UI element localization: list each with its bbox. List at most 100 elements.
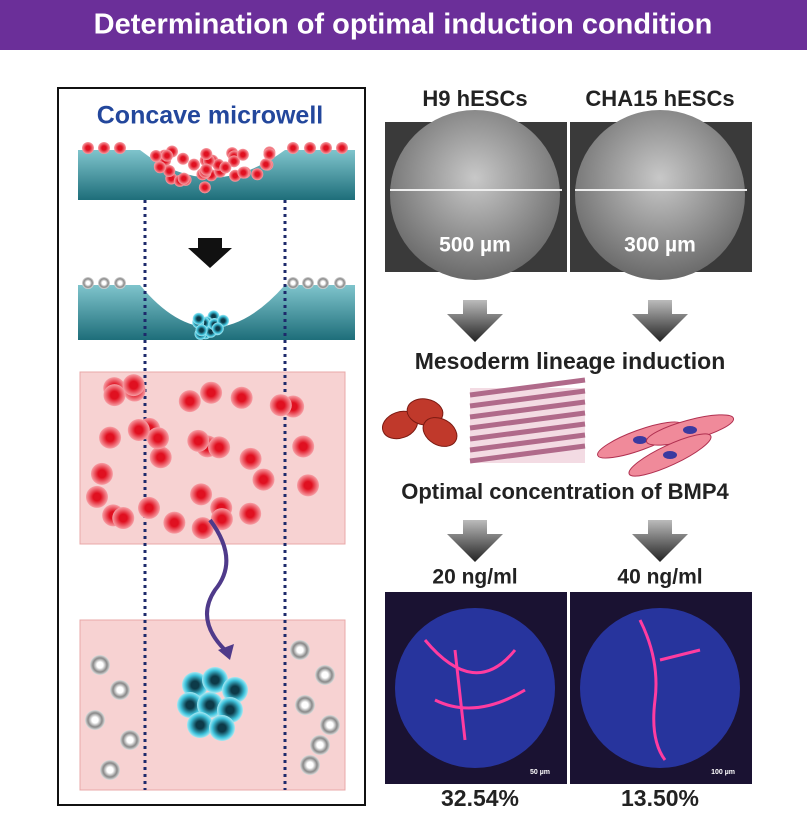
cell bbox=[127, 418, 150, 441]
cell bbox=[114, 277, 126, 289]
cell bbox=[295, 695, 315, 715]
cell bbox=[290, 640, 310, 660]
cell bbox=[302, 277, 314, 289]
cell bbox=[90, 462, 113, 485]
cell bbox=[177, 172, 190, 185]
nucleus bbox=[663, 451, 677, 459]
cell bbox=[198, 181, 211, 194]
fiber bbox=[469, 377, 586, 398]
cell bbox=[178, 390, 201, 413]
cell bbox=[230, 386, 253, 409]
cell bbox=[177, 692, 203, 718]
cell bbox=[120, 730, 140, 750]
cell bbox=[315, 665, 335, 685]
title-bar bbox=[0, 0, 807, 50]
cell bbox=[292, 435, 315, 458]
step-label: Optimal concentration of BMP4 bbox=[401, 479, 729, 504]
cell bbox=[149, 446, 172, 469]
cell bbox=[222, 677, 248, 703]
cell bbox=[211, 322, 224, 335]
vessel bbox=[423, 639, 526, 741]
arrow bbox=[205, 518, 229, 652]
cell bbox=[163, 511, 186, 534]
cell bbox=[90, 655, 110, 675]
cell bbox=[187, 158, 200, 171]
red-blood-cell bbox=[422, 417, 458, 447]
cell bbox=[252, 468, 275, 491]
percentage: 13.50% bbox=[621, 785, 699, 811]
cell bbox=[85, 710, 105, 730]
cell bbox=[210, 508, 233, 531]
cell bbox=[153, 161, 166, 174]
cell bbox=[202, 667, 228, 693]
vessel bbox=[638, 619, 701, 761]
cell bbox=[195, 324, 208, 337]
cell bbox=[219, 161, 232, 174]
cell bbox=[112, 507, 135, 530]
cell bbox=[251, 168, 264, 181]
cell bbox=[149, 149, 162, 162]
cell bbox=[110, 680, 130, 700]
cell bbox=[192, 312, 205, 325]
cell bbox=[99, 426, 122, 449]
cell bbox=[263, 148, 276, 161]
cell bbox=[122, 374, 145, 397]
cell bbox=[161, 149, 174, 162]
cells bbox=[82, 142, 348, 780]
panel-title: Concave microwell bbox=[97, 102, 323, 130]
step-label: Mesoderm lineage induction bbox=[415, 348, 726, 374]
cell bbox=[336, 142, 348, 154]
colony bbox=[395, 608, 555, 768]
column-label: CHA15 hESCs bbox=[585, 86, 734, 111]
fiber bbox=[469, 388, 586, 409]
arrow bbox=[632, 520, 688, 562]
cell bbox=[138, 496, 161, 519]
cell bbox=[82, 277, 94, 289]
arrow bbox=[188, 238, 232, 268]
cell bbox=[310, 735, 330, 755]
cell bbox=[287, 142, 299, 154]
cell bbox=[259, 158, 272, 171]
cell bbox=[82, 142, 94, 154]
arrow bbox=[632, 300, 688, 342]
column-label: H9 hESCs bbox=[422, 86, 527, 111]
microwell bbox=[78, 150, 355, 200]
cell bbox=[227, 155, 240, 168]
well-size: 500 µm bbox=[439, 234, 511, 257]
cell bbox=[98, 277, 110, 289]
cell bbox=[237, 166, 250, 179]
cell bbox=[239, 447, 262, 470]
concentration: 20 ng/ml bbox=[432, 566, 517, 589]
cell bbox=[200, 381, 223, 404]
cell bbox=[190, 483, 213, 506]
cell bbox=[103, 384, 126, 407]
cell bbox=[297, 474, 320, 497]
cell bbox=[300, 755, 320, 775]
fiber bbox=[469, 399, 586, 420]
images: 500 µm 50 µm 300 µm 100 µm bbox=[382, 110, 752, 784]
cell bbox=[239, 502, 262, 525]
cell bbox=[182, 672, 208, 698]
cell bbox=[100, 760, 120, 780]
cell bbox=[187, 712, 213, 738]
nucleus bbox=[683, 426, 697, 434]
cell bbox=[191, 517, 214, 540]
cell bbox=[200, 163, 213, 176]
cell bbox=[208, 436, 231, 459]
arrow-head bbox=[218, 644, 234, 660]
colony bbox=[580, 608, 740, 768]
cell bbox=[317, 277, 329, 289]
fiber bbox=[469, 410, 586, 431]
cell bbox=[98, 142, 110, 154]
cell bbox=[85, 485, 108, 508]
scale-bar: 100 µm bbox=[711, 769, 735, 776]
cell bbox=[334, 277, 346, 289]
cell bbox=[236, 148, 249, 161]
sem-well bbox=[575, 110, 745, 280]
cell bbox=[114, 142, 126, 154]
cell bbox=[177, 152, 190, 165]
sem-well bbox=[390, 110, 560, 280]
cell bbox=[200, 148, 213, 161]
fiber bbox=[469, 432, 586, 453]
